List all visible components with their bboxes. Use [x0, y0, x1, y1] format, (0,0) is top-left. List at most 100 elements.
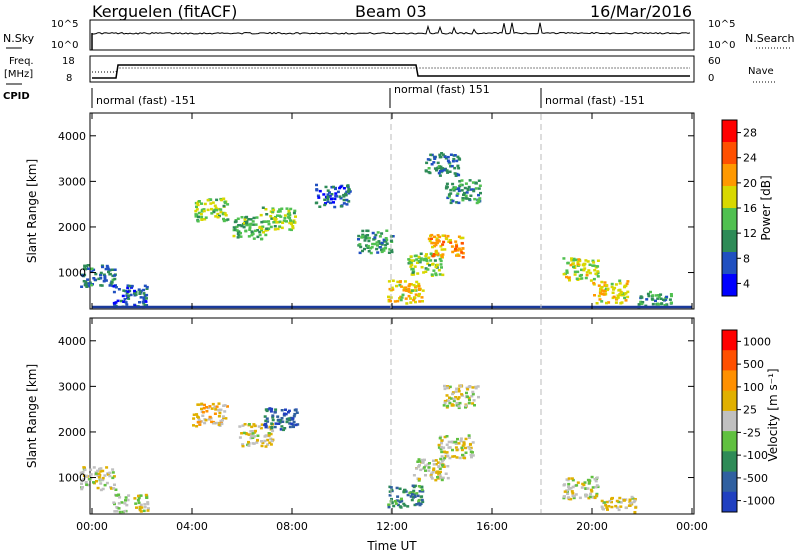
velocity-cell [264, 425, 268, 429]
velocity-cell [630, 495, 634, 499]
velocity-cell [144, 493, 148, 497]
power-colorbar-tick-label: 4 [743, 277, 750, 290]
velocity-cell [393, 500, 397, 503]
velocity-cell [261, 441, 265, 445]
velocity-cell [398, 500, 402, 504]
velocity-cell [195, 425, 199, 428]
power-cell [412, 298, 416, 302]
power-colorbar-swatch [722, 186, 737, 209]
velocity-cell [628, 504, 632, 507]
power-cell [200, 202, 203, 205]
power-cell [391, 235, 395, 238]
power-cell [445, 182, 449, 186]
power-cell [593, 294, 596, 297]
velocity-cell [269, 432, 273, 436]
velocity-cell [135, 506, 138, 509]
power-cell [210, 212, 214, 215]
power-cell [338, 195, 342, 198]
velocity-cell [219, 419, 223, 423]
velocity-cell [205, 406, 208, 409]
velocity-cell [437, 443, 441, 447]
power-cell [645, 298, 649, 301]
velocity-cell [610, 505, 614, 509]
power-cell [449, 188, 453, 192]
power-cell [372, 238, 376, 241]
power-cell [659, 297, 663, 300]
power-cell [278, 225, 282, 228]
power-cell [389, 239, 393, 242]
velocity-cell [460, 393, 464, 396]
velocity-cell [390, 488, 394, 492]
velocity-data-cells [79, 384, 638, 514]
power-cell [598, 292, 602, 295]
velocity-cell [256, 434, 260, 437]
velocity-cell [418, 490, 422, 493]
power-cell [361, 229, 365, 233]
power-cell [388, 248, 392, 251]
power-cell [620, 301, 624, 304]
velocity-cell [113, 510, 117, 513]
velocity-cell [472, 399, 476, 402]
power-cell [272, 216, 276, 220]
power-cell [433, 259, 437, 262]
power-cell [412, 283, 416, 287]
power-cell [390, 286, 394, 290]
velocity-cell [565, 478, 569, 481]
power-cell [577, 258, 581, 261]
velocity-cell [411, 495, 415, 499]
power-cell [279, 215, 283, 218]
power-cell [235, 229, 239, 232]
power-cell [398, 280, 402, 284]
freq-label: Freq. [9, 56, 34, 67]
velocity-cell [447, 446, 451, 449]
velocity-cell [133, 497, 137, 500]
velocity-cell [420, 485, 424, 489]
velocity-cell [146, 509, 150, 512]
power-cell [646, 292, 650, 296]
velocity-cell [396, 503, 400, 507]
power-cell [426, 158, 430, 161]
power-cell [410, 289, 414, 292]
power-cell [565, 269, 569, 272]
power-cell [87, 284, 91, 288]
velocity-cell [105, 481, 109, 485]
power-cell [399, 298, 403, 302]
freq-unit: [MHz] [4, 69, 33, 80]
velocity-cell [422, 466, 426, 469]
velocity-cell [256, 439, 259, 442]
velocity-cell [437, 446, 441, 449]
power-cell [439, 245, 443, 248]
velocity-cell [604, 504, 608, 507]
power-cell [382, 240, 386, 243]
power-colorbar-swatch [722, 164, 737, 187]
velocity-cell [421, 500, 425, 504]
velocity-colorbar-swatch [722, 471, 737, 493]
power-cell [344, 193, 348, 197]
power-cell [380, 248, 383, 252]
power-cell [387, 280, 391, 283]
velocity-cell [457, 406, 461, 410]
x-axis-label: Time UT [366, 539, 417, 553]
velocity-xtick-label: 12:00 [376, 520, 408, 533]
velocity-cell [591, 496, 595, 499]
power-cell [457, 254, 461, 257]
power-cell [82, 280, 86, 283]
velocity-cell [418, 464, 421, 467]
power-cell [84, 267, 88, 271]
velocity-cell [461, 453, 464, 457]
velocity-cell [388, 494, 392, 497]
power-cell [121, 294, 125, 298]
power-cell [436, 161, 440, 165]
nsearch-tick-bottom: 10^0 [708, 40, 735, 51]
power-cell [444, 157, 448, 160]
power-cell [654, 299, 657, 303]
velocity-cell [138, 508, 142, 512]
power-cell [637, 303, 641, 306]
velocity-cell [108, 471, 112, 475]
velocity-cell [387, 505, 391, 509]
velocity-cell [443, 399, 447, 403]
power-cell [226, 203, 230, 206]
velocity-cell [464, 406, 467, 409]
power-cell [272, 221, 276, 224]
velocity-cell [197, 418, 201, 422]
